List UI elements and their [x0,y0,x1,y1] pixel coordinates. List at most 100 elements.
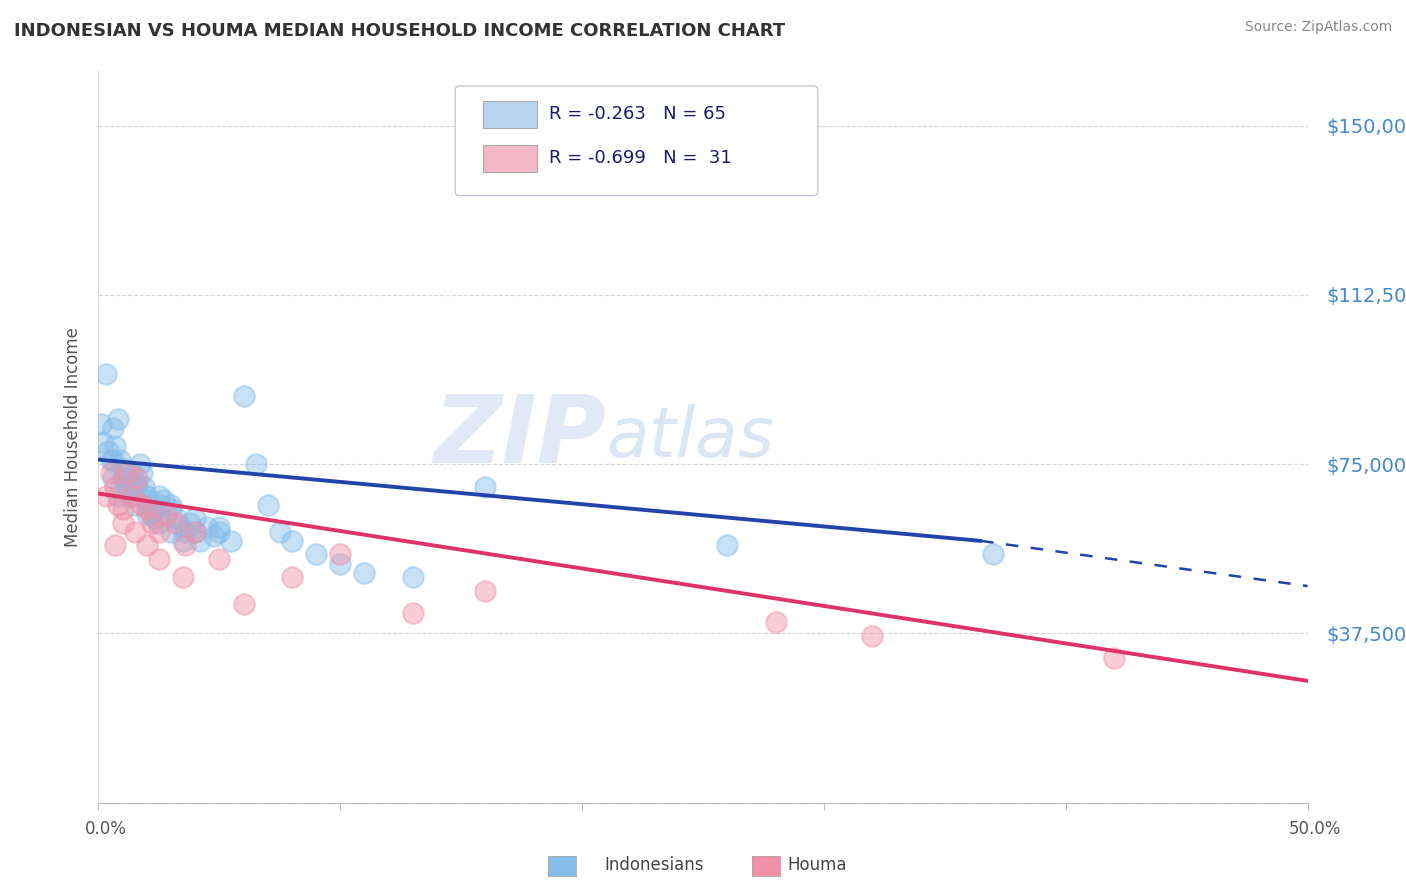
Point [104,538,127,552]
Point [281,570,304,584]
Point [94,367,117,381]
Point [108,452,131,467]
Point [141,516,163,530]
Point [165,516,187,530]
Point [221,533,243,548]
Point [172,570,194,584]
Point [232,597,254,611]
Point [208,552,231,566]
Point [281,533,304,548]
Point [100,466,122,480]
Point [269,524,291,539]
Point [165,511,187,525]
Point [121,489,143,503]
FancyBboxPatch shape [482,101,537,128]
Point [174,538,197,552]
Point [208,524,231,539]
Point [135,489,157,503]
Point [104,480,127,494]
Point [148,489,170,503]
Point [148,498,170,512]
Point [101,452,124,467]
Point [152,493,174,508]
Point [127,471,149,485]
Point [97,443,120,458]
Point [245,457,267,471]
Point [141,507,163,521]
Point [474,583,496,598]
Text: R = -0.263   N = 65: R = -0.263 N = 65 [550,104,727,123]
Point [134,480,156,494]
Point [104,439,127,453]
Point [118,489,141,503]
Text: atlas: atlas [606,403,775,471]
FancyBboxPatch shape [456,86,818,195]
Point [117,480,139,494]
Point [117,480,139,494]
Point [981,548,1004,562]
Point [111,461,134,475]
Point [716,538,738,552]
Point [188,533,211,548]
Point [329,548,352,562]
Point [138,498,160,512]
Point [256,498,278,512]
Point [160,502,183,516]
Point [117,466,139,480]
Point [124,475,146,490]
Point [402,570,425,584]
Point [128,457,150,471]
Point [155,507,177,521]
Point [111,471,134,485]
Point [474,480,496,494]
Point [148,516,170,530]
Point [131,498,153,512]
Point [148,552,170,566]
Point [1102,651,1125,665]
Point [114,471,136,485]
Point [124,480,146,494]
Point [127,480,149,494]
Point [160,524,183,539]
Point [135,507,157,521]
Point [91,434,114,449]
Point [135,493,157,508]
Point [111,502,134,516]
Text: Source: ZipAtlas.com: Source: ZipAtlas.com [1244,20,1392,34]
Point [208,520,231,534]
Point [124,498,146,512]
Point [94,489,117,503]
Point [131,466,153,480]
Y-axis label: Median Household Income: Median Household Income [63,327,82,547]
Point [169,520,191,534]
Point [305,548,328,562]
Point [90,417,112,431]
Point [174,524,197,539]
Point [860,629,883,643]
Text: 0.0%: 0.0% [84,820,127,838]
Text: INDONESIAN VS HOUMA MEDIAN HOUSEHOLD INCOME CORRELATION CHART: INDONESIAN VS HOUMA MEDIAN HOUSEHOLD INC… [14,22,785,40]
Point [107,412,129,426]
Point [121,466,143,480]
Point [184,524,207,539]
Text: Indonesians: Indonesians [605,856,704,874]
Point [135,502,157,516]
Point [204,529,226,543]
Point [107,498,129,512]
Point [184,511,207,525]
Point [232,389,254,403]
Point [111,516,134,530]
Point [195,520,218,534]
Point [148,524,170,539]
Point [101,471,124,485]
Point [143,511,166,525]
Point [329,557,352,571]
Point [160,498,183,512]
Text: ZIP: ZIP [433,391,606,483]
Point [107,489,129,503]
Text: 50.0%: 50.0% [1288,820,1341,838]
Point [765,615,787,630]
Point [172,533,194,548]
Point [402,606,425,620]
Point [184,524,207,539]
